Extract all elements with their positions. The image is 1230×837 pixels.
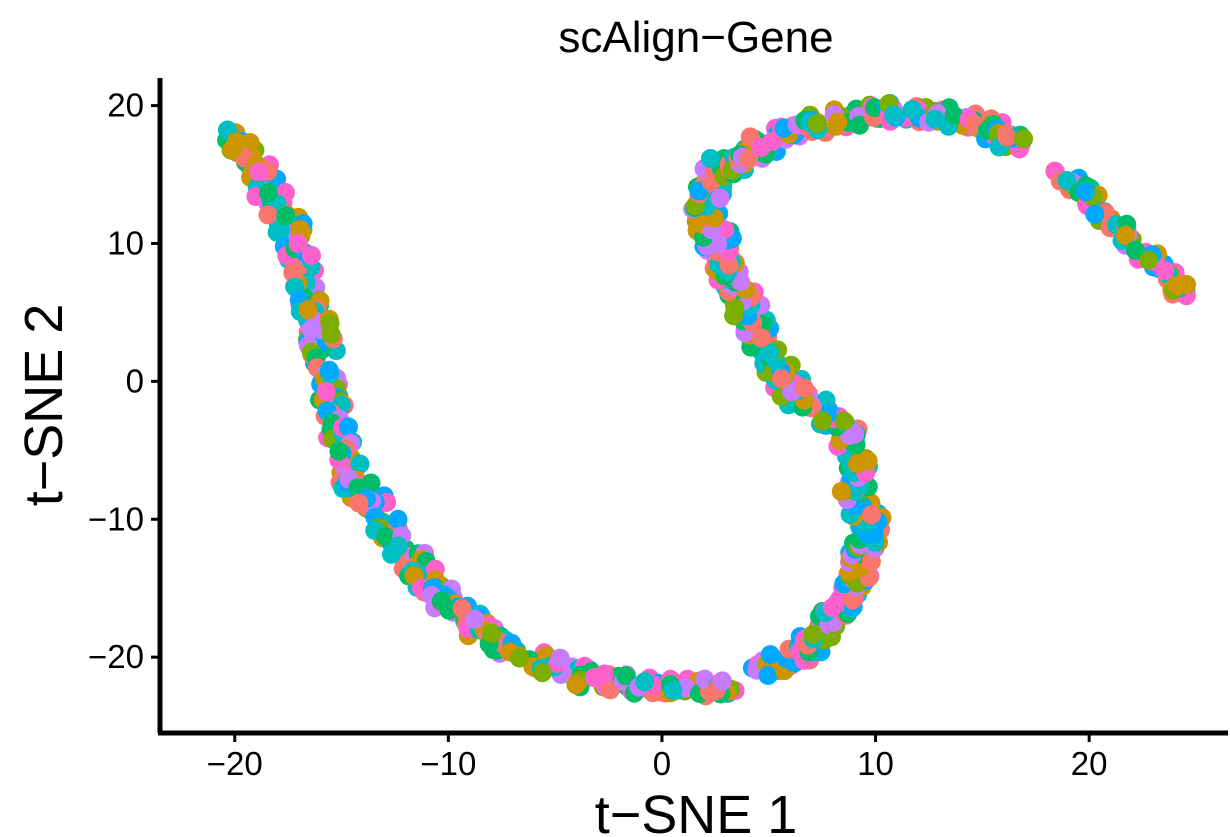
data-point	[1116, 226, 1135, 245]
data-point	[944, 106, 964, 125]
data-point	[1125, 240, 1145, 260]
data-point	[771, 369, 791, 389]
data-point	[319, 360, 339, 380]
data-point	[739, 149, 759, 169]
data-point	[803, 624, 823, 644]
data-point	[808, 114, 827, 133]
data-point	[997, 127, 1017, 147]
data-point	[594, 664, 614, 684]
y-tick-label: 10	[107, 224, 144, 261]
data-point	[509, 648, 529, 668]
data-point	[283, 263, 303, 283]
data-point	[708, 234, 728, 254]
data-point	[276, 206, 296, 226]
data-points	[217, 94, 1196, 706]
data-point	[752, 328, 772, 348]
data-point	[700, 149, 720, 168]
data-point	[223, 140, 243, 159]
y-tick-label: −10	[88, 500, 144, 537]
data-point	[321, 324, 341, 344]
data-point	[760, 343, 780, 363]
y-tick-label: 20	[107, 87, 144, 124]
data-point	[635, 672, 655, 692]
data-point	[329, 441, 349, 461]
data-point	[388, 509, 408, 529]
data-point	[725, 298, 745, 318]
data-point	[758, 666, 778, 685]
data-point	[1075, 182, 1095, 202]
data-point	[834, 411, 854, 431]
data-point	[1155, 261, 1175, 281]
data-point	[813, 411, 832, 431]
data-point	[1167, 275, 1187, 295]
x-tick-label: 20	[1071, 745, 1108, 782]
x-tick-label: 10	[857, 745, 894, 782]
data-point	[339, 417, 358, 437]
data-point	[566, 675, 586, 695]
x-tick-label: 0	[653, 745, 671, 782]
data-point	[482, 623, 501, 643]
data-point	[1057, 171, 1077, 190]
data-point	[316, 382, 336, 402]
data-point	[301, 319, 321, 339]
y-tick-label: 0	[126, 362, 144, 399]
x-axis-ticks: −20 −10 0 10 20	[207, 733, 1108, 782]
data-point	[361, 473, 381, 493]
data-point	[258, 183, 278, 203]
data-point	[350, 454, 370, 474]
data-point	[822, 598, 842, 617]
data-point	[762, 131, 782, 151]
data-point	[271, 221, 291, 241]
data-point	[862, 505, 881, 525]
data-point	[349, 493, 369, 513]
data-point	[1014, 129, 1034, 149]
data-point	[465, 609, 485, 629]
data-point	[302, 246, 321, 265]
data-point	[532, 663, 552, 683]
data-point	[616, 666, 636, 686]
data-point	[828, 112, 848, 132]
data-point	[298, 300, 318, 320]
data-point	[884, 105, 904, 125]
data-point	[452, 599, 472, 618]
data-point	[388, 536, 408, 556]
data-point	[1139, 250, 1159, 270]
data-point	[760, 645, 780, 665]
data-point	[902, 100, 922, 120]
y-tick-label: −20	[88, 638, 144, 675]
y-axis-title: t−SNE 2	[14, 304, 74, 507]
x-tick-label: −10	[420, 745, 476, 782]
chart-title: scAlign−Gene	[558, 13, 833, 62]
data-point	[1085, 204, 1105, 224]
y-axis-ticks: −20 −10 0 10 20	[88, 87, 160, 675]
data-point	[845, 424, 865, 444]
data-point	[852, 449, 871, 469]
data-point	[719, 255, 739, 275]
data-point	[794, 378, 814, 398]
data-point	[550, 648, 570, 668]
data-point	[850, 115, 870, 135]
data-point	[710, 188, 730, 208]
data-point	[249, 162, 269, 182]
x-tick-label: −20	[207, 745, 263, 782]
data-point	[831, 482, 851, 501]
data-point	[663, 680, 683, 700]
data-point	[712, 671, 732, 691]
data-point	[258, 205, 278, 225]
x-axis-title: t−SNE 1	[595, 785, 798, 837]
data-point	[288, 234, 308, 253]
